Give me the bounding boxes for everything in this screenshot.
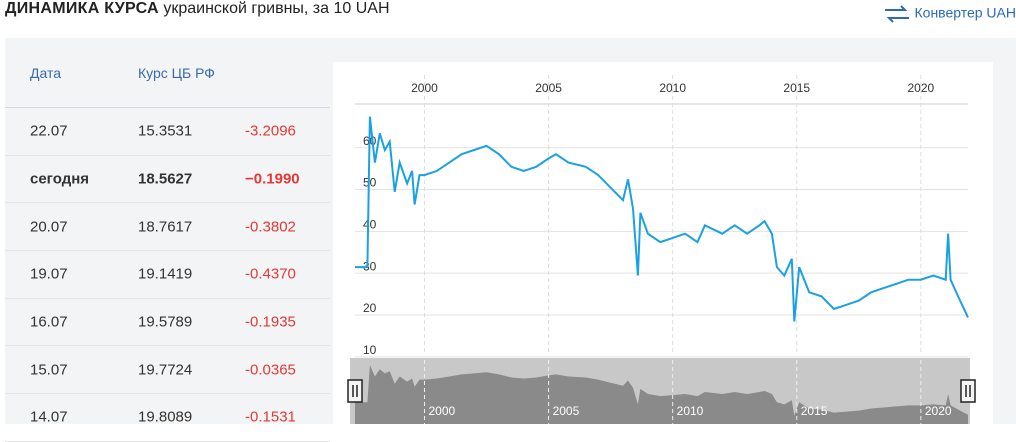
x-tick-label: 2000 xyxy=(411,81,438,95)
navigator-handle[interactable] xyxy=(961,380,975,402)
x-tick-label: 2020 xyxy=(907,81,934,95)
x-tick-label: 2015 xyxy=(783,81,810,95)
y-tick-label: 10 xyxy=(363,343,377,357)
navigator-tick-label: 2020 xyxy=(925,404,952,418)
x-tick-label: 2005 xyxy=(535,81,562,95)
y-tick-label: 40 xyxy=(363,217,377,231)
navigator-tick-label: 2000 xyxy=(428,404,455,418)
page: ДИНАМИКА КУРСА украинской гривны, за 10 … xyxy=(0,0,1016,424)
navigator-tick-label: 2015 xyxy=(801,404,828,418)
navigator-tick-label: 2010 xyxy=(677,404,704,418)
x-tick-label: 2010 xyxy=(659,81,686,95)
navigator-handle[interactable] xyxy=(348,380,362,402)
y-tick-label: 20 xyxy=(363,301,377,315)
navigator-tick-label: 2005 xyxy=(553,404,580,418)
